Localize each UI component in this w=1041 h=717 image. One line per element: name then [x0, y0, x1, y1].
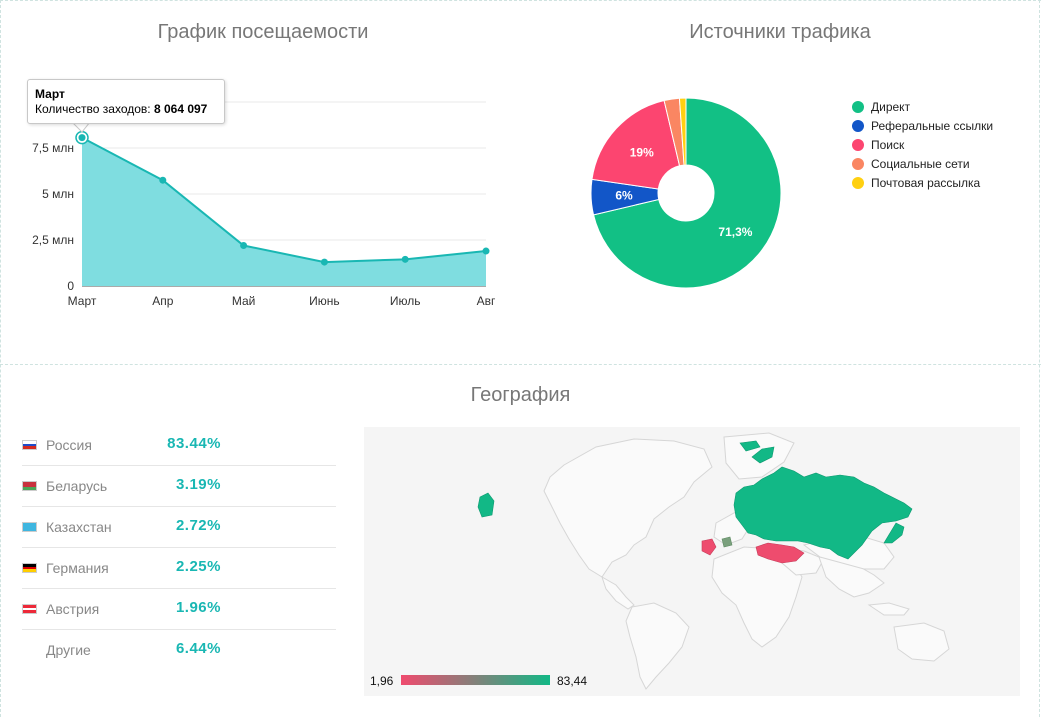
country-name: Беларусь: [46, 478, 108, 494]
legend-item[interactable]: Поиск: [852, 135, 993, 154]
country-percent: 6.44%: [175, 640, 221, 657]
map-south-america: [625, 602, 690, 690]
y-tick-label: 0: [67, 279, 74, 293]
country-row: Другие 6.44%: [22, 630, 336, 670]
x-tick-label: Апр: [152, 294, 174, 308]
country-percent: 2.25%: [175, 558, 221, 575]
x-tick-label: Июнь: [309, 294, 340, 308]
map-belarus: [721, 536, 733, 548]
legend-label: Директ: [871, 99, 911, 114]
country-name: Германия: [46, 560, 109, 576]
legend-dot-icon: [852, 119, 864, 132]
world-map[interactable]: [364, 427, 1020, 696]
country-flag-icon: [22, 563, 37, 573]
y-tick-label: 5 млн: [42, 187, 74, 201]
section-divider: [0, 364, 1041, 365]
legend-item[interactable]: Директ: [852, 97, 993, 116]
data-point[interactable]: [482, 247, 490, 255]
country-name: Казахстан: [46, 519, 112, 535]
pie-slice-label: 6%: [615, 189, 633, 203]
country-row: Германия 2.25%: [22, 548, 336, 589]
tooltip-pointer: [71, 121, 91, 133]
country-percent: 3.19%: [175, 476, 221, 493]
country-flag-icon: [22, 481, 37, 491]
country-flag-icon: [22, 440, 37, 450]
tooltip-text: Количество заходов: 8 064 097: [35, 102, 207, 116]
x-tick-label: Июль: [390, 294, 421, 308]
pie-slice-label: 19%: [630, 145, 654, 159]
country-percent: 1.96%: [175, 599, 221, 616]
country-flag-icon: [22, 522, 37, 532]
tooltip-label: Количество заходов:: [35, 102, 151, 116]
geography-title: География: [470, 384, 571, 406]
pie-slice[interactable]: [591, 99, 681, 190]
legend-item[interactable]: Реферальные ссылки: [852, 116, 993, 135]
map-north-america: [543, 438, 713, 578]
tooltip-value: 8 064 097: [153, 102, 208, 116]
data-point[interactable]: [159, 176, 167, 184]
country-row: Беларусь 3.19%: [22, 466, 336, 507]
country-flag-icon: [22, 604, 37, 614]
pie-slice-label: 71,3%: [718, 225, 752, 239]
traffic-legend: Директ Реферальные ссылки Поиск Социальные …: [852, 97, 993, 192]
map-central-america: [601, 575, 635, 610]
country-name: Россия: [46, 437, 92, 453]
legend-item[interactable]: Социальные сети: [852, 154, 993, 173]
data-point[interactable]: [401, 255, 409, 263]
scale-max-label: 83,44: [557, 674, 588, 688]
legend-item[interactable]: Почтовая рассылка: [852, 173, 993, 192]
data-point[interactable]: [240, 242, 248, 250]
map-kazakhstan: [755, 542, 805, 564]
country-row: Казахстан 2.72%: [22, 507, 336, 548]
frame-top-border: [0, 0, 1041, 1]
y-tick-label: 7,5 млн: [32, 141, 74, 155]
country-percent: 83.44%: [167, 435, 221, 452]
map-indonesia: [867, 602, 910, 616]
legend-label: Социальные сети: [871, 156, 970, 171]
country-name: Австрия: [46, 601, 100, 617]
data-point[interactable]: [320, 258, 328, 266]
scale-min-label: 1,96: [370, 674, 394, 688]
pie-slice[interactable]: [678, 97, 687, 166]
map-russia-islands-2: [739, 440, 761, 452]
legend-dot-icon: [852, 157, 864, 170]
legend-dot-icon: [852, 100, 864, 113]
country-row: Австрия 1.96%: [22, 589, 336, 630]
map-australia: [893, 622, 950, 662]
x-tick-label: Авг: [477, 294, 496, 308]
pie-slice[interactable]: [592, 97, 782, 289]
scale-gradient-bar: [401, 675, 550, 685]
legend-label: Поиск: [871, 137, 905, 152]
legend-dot-icon: [852, 176, 864, 189]
map-russia: [733, 466, 913, 560]
country-percent: 2.72%: [175, 517, 221, 534]
frame-left-border: [0, 0, 1, 717]
legend-dot-icon: [852, 138, 864, 151]
legend-label: Реферальные ссылки: [871, 118, 994, 133]
traffic-chart-title: Источники трафика: [689, 21, 871, 43]
visits-area-chart[interactable]: 0 2,5 млн 5 млн 7,5 млн Март Апр Май Июнь Июль Ав…: [0, 0, 526, 330]
area-fill: [82, 137, 486, 286]
legend-label: Почтовая рассылка: [871, 175, 981, 190]
country-row: Россия 83.44%: [22, 425, 336, 466]
country-list: Россия 83.44% Беларусь 3.19% Казахстан 2.72% Г…: [22, 425, 336, 670]
chart-tooltip: Март Количество заходов: 8 064 097: [27, 79, 225, 124]
map-russia-east: [883, 522, 905, 544]
map-alaska: [477, 492, 495, 518]
map-russia-islands: [751, 446, 775, 464]
x-tick-label: Март: [68, 294, 97, 308]
frame-right-border: [1039, 0, 1040, 717]
traffic-donut-chart[interactable]: 71,3% 6% 19%: [571, 78, 801, 308]
tooltip-month: Март: [35, 87, 65, 101]
world-map-svg: [477, 432, 950, 690]
data-point[interactable]: [78, 134, 86, 142]
visits-chart-title: График посещаемости: [157, 21, 369, 43]
country-name: Другие: [46, 642, 91, 658]
series-line: [81, 136, 487, 264]
x-tick-label: Май: [232, 294, 256, 308]
map-germany-austria: [701, 538, 717, 556]
y-tick-label: 2,5 млн: [32, 233, 74, 247]
